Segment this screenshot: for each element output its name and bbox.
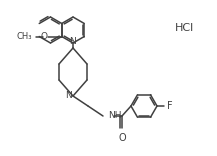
Text: N: N <box>70 37 76 46</box>
Text: O: O <box>118 133 126 143</box>
Text: O: O <box>41 32 48 41</box>
Text: NH: NH <box>108 112 122 120</box>
Text: N: N <box>65 92 72 100</box>
Text: HCl: HCl <box>175 23 195 33</box>
Text: F: F <box>167 101 173 111</box>
Text: CH₃: CH₃ <box>17 32 32 41</box>
